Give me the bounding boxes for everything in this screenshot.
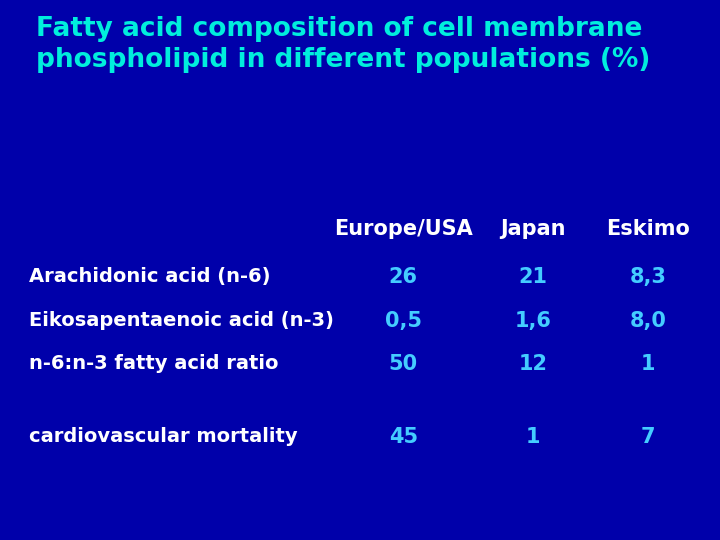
- Text: 7: 7: [641, 427, 655, 447]
- Text: n-6:n-3 fatty acid ratio: n-6:n-3 fatty acid ratio: [29, 354, 279, 373]
- Text: 26: 26: [389, 267, 418, 287]
- Text: 21: 21: [518, 267, 547, 287]
- Text: 1: 1: [526, 427, 540, 447]
- Text: 1,6: 1,6: [514, 310, 552, 330]
- Text: Arachidonic acid (n-6): Arachidonic acid (n-6): [29, 267, 270, 286]
- Text: Japan: Japan: [500, 219, 565, 239]
- Text: 0,5: 0,5: [384, 310, 422, 330]
- Text: 12: 12: [518, 354, 547, 374]
- Text: Fatty acid composition of cell membrane
phospholipid in different populations (%: Fatty acid composition of cell membrane …: [36, 16, 650, 73]
- Text: Eikosapentaenoic acid (n-3): Eikosapentaenoic acid (n-3): [29, 310, 333, 329]
- Text: 8,0: 8,0: [629, 310, 667, 330]
- Text: 50: 50: [389, 354, 418, 374]
- Text: 8,3: 8,3: [629, 267, 667, 287]
- Text: cardiovascular mortality: cardiovascular mortality: [29, 427, 297, 446]
- Text: 1: 1: [641, 354, 655, 374]
- Text: Eskimo: Eskimo: [606, 219, 690, 239]
- Text: 45: 45: [389, 427, 418, 447]
- Text: Europe/USA: Europe/USA: [334, 219, 472, 239]
